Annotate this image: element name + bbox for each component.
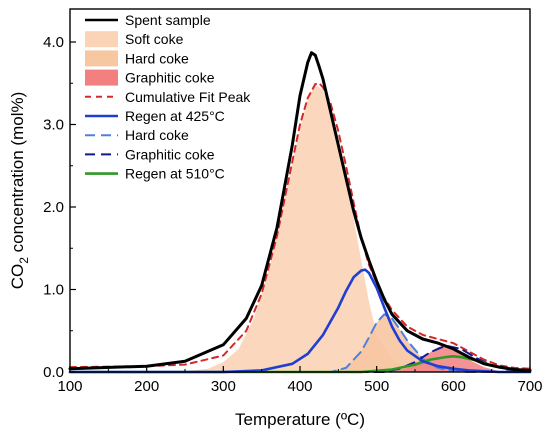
line-spent-sample-0: [68, 51, 532, 372]
y-axis-title-rest: concentration (mol%): [8, 92, 27, 257]
area-graphitic-coke-3: [392, 345, 515, 372]
legend-item-spent-sample-0: Spent sample: [85, 12, 211, 28]
legend-item-cumulative-fit-peak-4: Cumulative Fit Peak: [85, 89, 251, 105]
legend-label: Graphitic coke: [125, 146, 215, 162]
x-tick-label: 500: [364, 378, 389, 395]
line-layer: [68, 51, 532, 374]
legend-label: Hard coke: [125, 127, 189, 143]
legend-item-regen-at-510c-8: Regen at 510°C: [85, 166, 225, 182]
legend-label: Regen at 425°C: [125, 108, 225, 124]
y-axis: 0.0 1.0 2.0 3.0 4.0: [43, 34, 76, 381]
line-cumulative-fit-peak-4: [69, 82, 531, 370]
x-tick-label: 200: [134, 378, 159, 395]
legend-item-regen-at-425c-5: Regen at 425°C: [85, 108, 225, 124]
x-tick-label: 100: [57, 378, 82, 395]
x-tick-label: 400: [287, 378, 312, 395]
y-axis-title-main: CO: [8, 264, 27, 290]
x-tick-label: 600: [441, 378, 466, 395]
legend-label: Spent sample: [125, 12, 211, 28]
x-axis: 100 200 300 400 500 600 700: [57, 366, 543, 395]
legend-item-graphitic-coke-3: Graphitic coke: [85, 69, 215, 86]
y-tick-label: 1.0: [43, 282, 64, 299]
legend-label: Graphitic coke: [125, 70, 215, 86]
legend-swatch: [85, 69, 118, 86]
legend-item-graphitic-coke-7: Graphitic coke: [85, 146, 215, 162]
legend-swatch: [85, 50, 118, 67]
area-hard-coke-2: [330, 314, 469, 372]
legend-item-hard-coke-6: Hard coke: [85, 127, 189, 143]
y-tick-label: 3.0: [43, 117, 64, 134]
y-tick-label: 4.0: [43, 34, 64, 51]
legend-label: Cumulative Fit Peak: [125, 89, 251, 105]
area-layer: [185, 84, 515, 373]
x-tick-label: 300: [211, 378, 236, 395]
legend-label: Soft coke: [125, 31, 184, 47]
x-axis-title: Temperature (ºC): [235, 410, 365, 429]
legend-label: Regen at 510°C: [125, 166, 225, 182]
legend: Spent sample Soft coke Hard coke Graphitic …: [85, 12, 251, 182]
legend-swatch: [85, 31, 118, 48]
line-hard-coke-6: [69, 313, 531, 373]
legend-item-soft-coke-1: Soft coke: [85, 31, 184, 48]
y-tick-label: 2.0: [43, 199, 64, 216]
line-regen-at-425c-5: [68, 268, 532, 374]
y-axis-title-subscript: 2: [17, 257, 31, 264]
x-tick-label: 700: [517, 378, 542, 395]
legend-label: Hard coke: [125, 50, 189, 66]
y-tick-label: 0.0: [43, 364, 64, 381]
legend-item-hard-coke-2: Hard coke: [85, 50, 189, 67]
area-soft-coke-1: [185, 84, 423, 373]
y-axis-title: CO2 concentration (mol%): [8, 92, 31, 290]
